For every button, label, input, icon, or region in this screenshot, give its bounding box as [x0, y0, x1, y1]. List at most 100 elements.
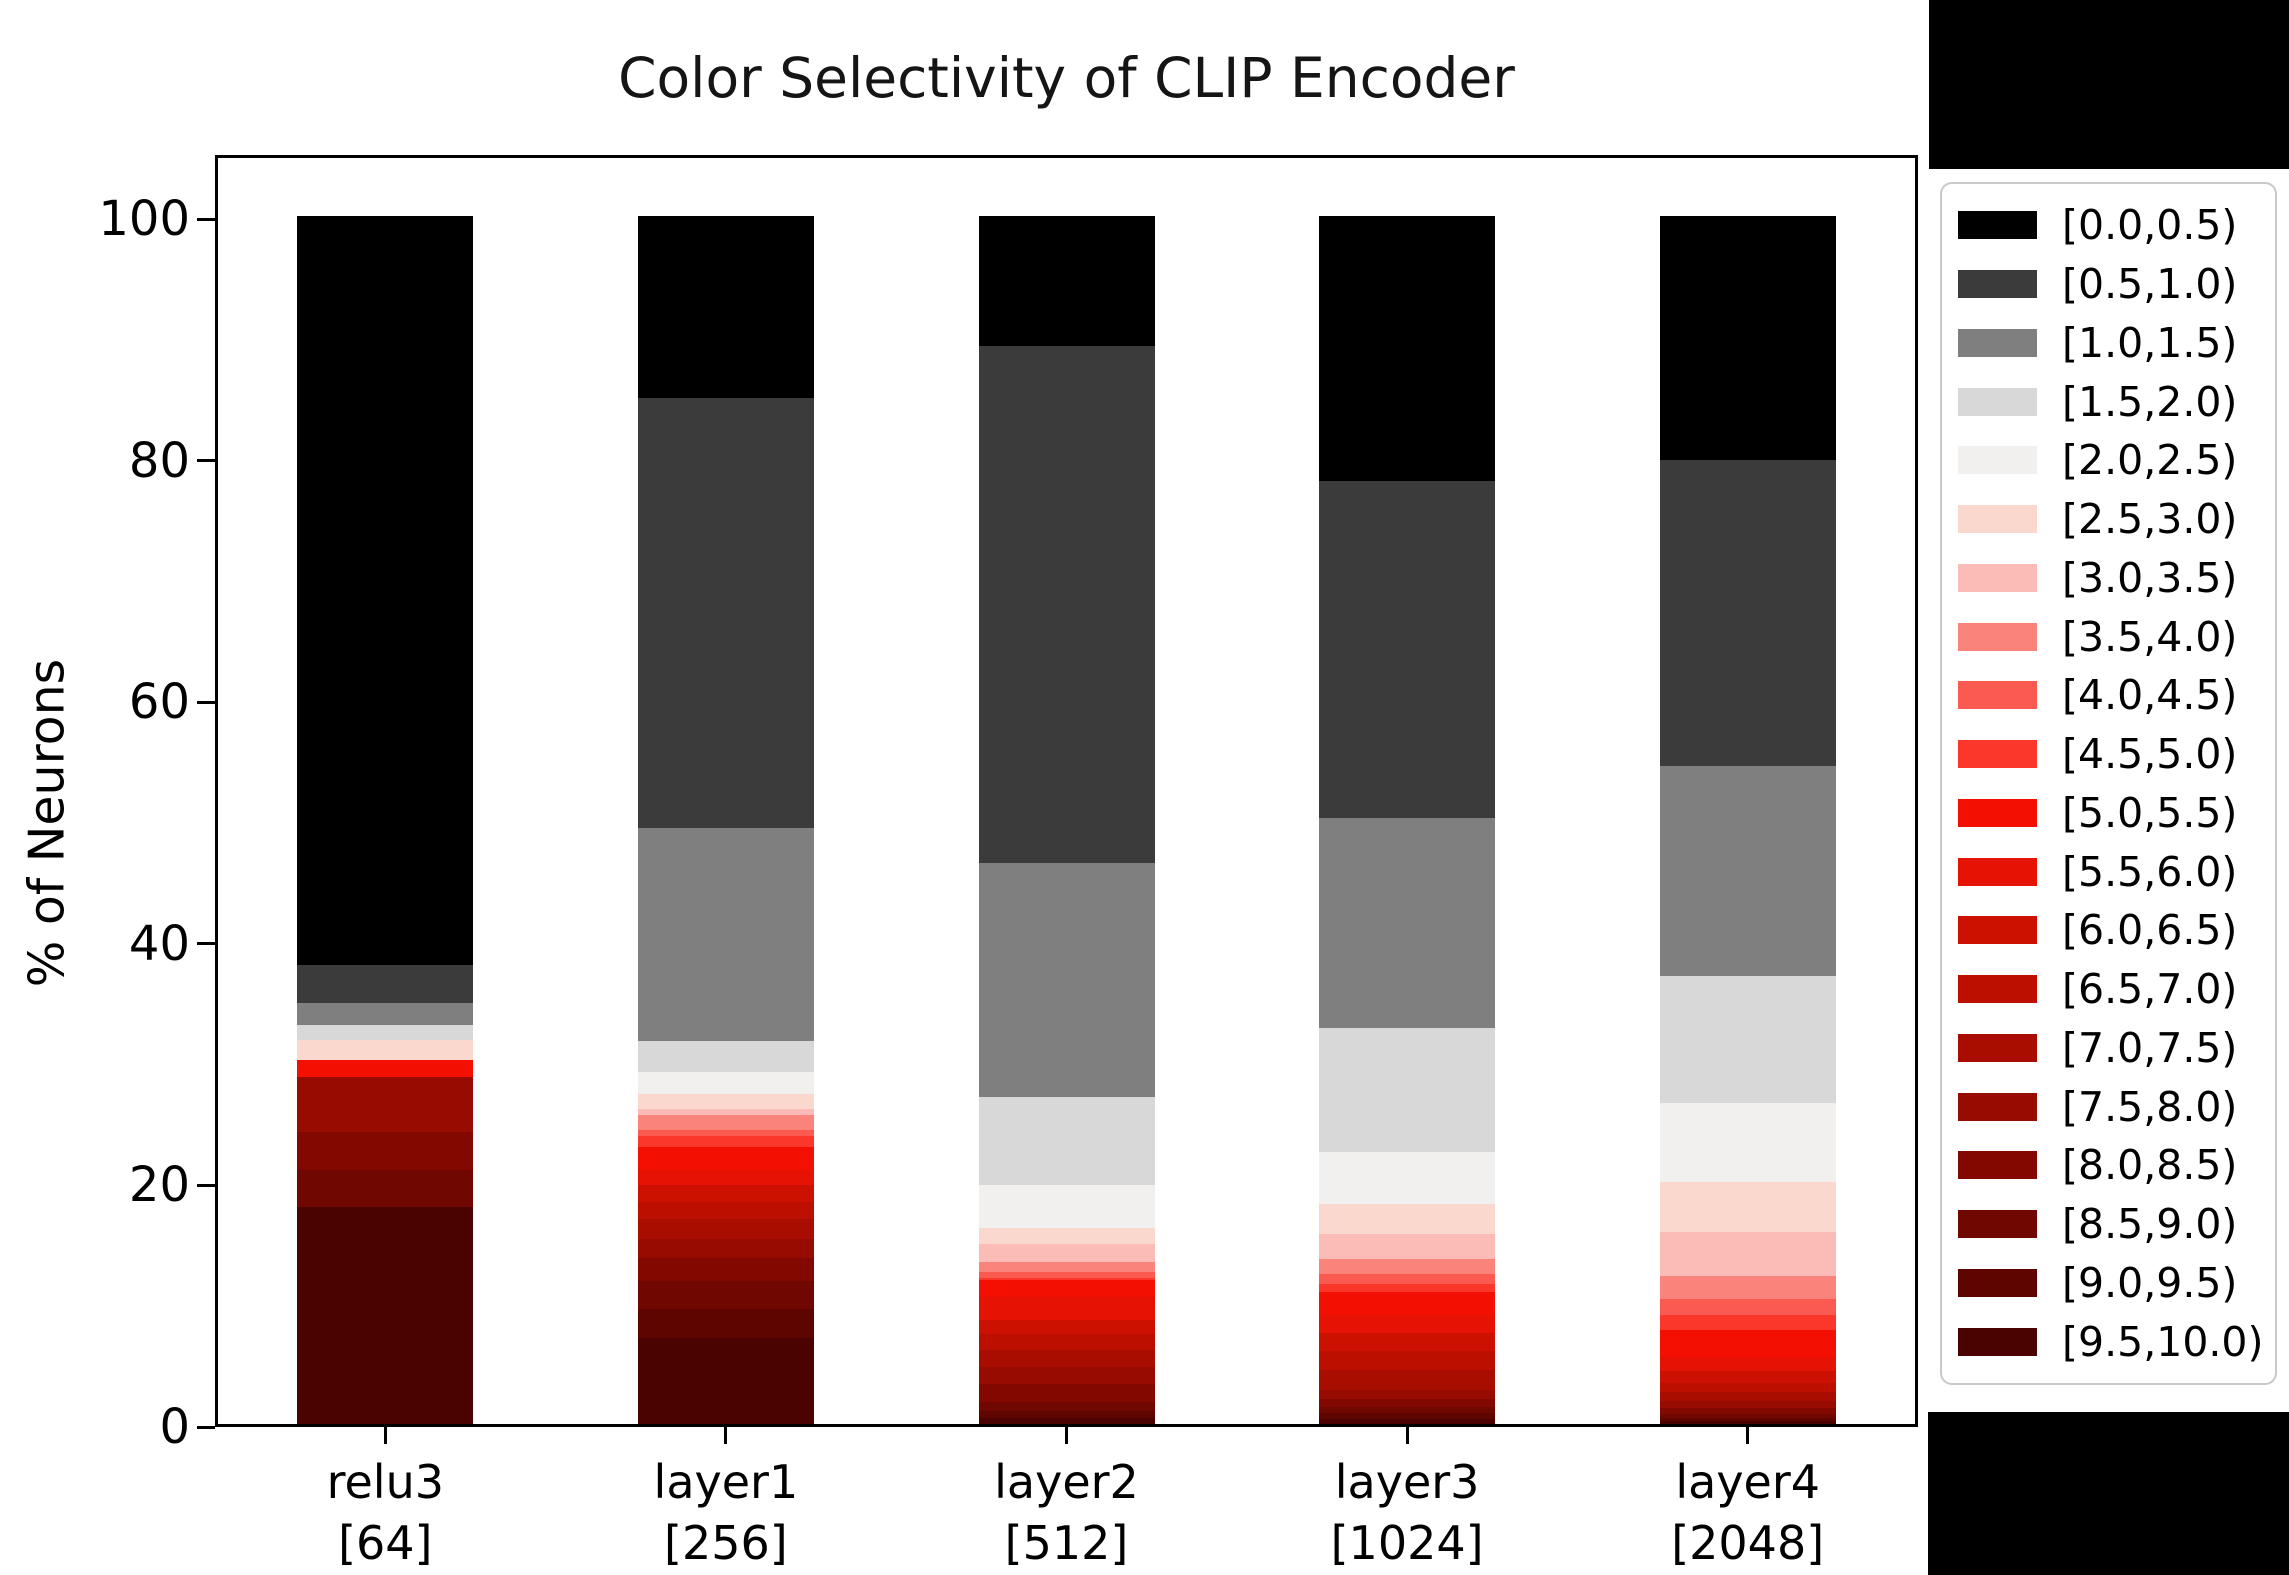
- y-tick-mark: [197, 459, 215, 463]
- legend-label: [4.0,4.5): [2062, 671, 2238, 720]
- bar-segment-[6.5,7.0): [1319, 1351, 1496, 1370]
- legend-entry: [0.5,1.0): [1958, 260, 2269, 308]
- legend-swatch: [1958, 798, 2037, 827]
- bar-segment-[2.0,2.5): [1659, 1102, 1836, 1183]
- bar-segment-[9.5,10.0): [1319, 1419, 1496, 1424]
- bar-segment-[3.5,4.0): [1319, 1259, 1496, 1275]
- stacked-bar-layer3: [1319, 216, 1496, 1424]
- bar-segment-[8.5,9.0): [978, 1402, 1155, 1411]
- x-tick-layer-name: layer4: [1675, 1455, 1821, 1509]
- legend-label: [3.0,3.5): [2062, 553, 2238, 602]
- bar-segment-[9.5,10.0): [637, 1338, 814, 1424]
- stacked-bar-layer1: [637, 216, 814, 1424]
- bar-segment-[5.5,6.0): [978, 1297, 1155, 1321]
- bar-segment-[2.0,2.5): [978, 1184, 1155, 1229]
- y-tick-label: 20: [128, 1157, 190, 1214]
- x-tick-label-layer1: layer1 [256]: [556, 1452, 896, 1573]
- bar-segment-[0.0,0.5): [1659, 216, 1836, 461]
- bar-segment-[8.5,9.0): [637, 1281, 814, 1310]
- bar-segment-[8.0,8.5): [637, 1258, 814, 1282]
- legend-label: [1.5,2.0): [2062, 377, 2238, 426]
- legend-label: [7.5,8.0): [2062, 1082, 2238, 1131]
- x-tick-layer-name: layer1: [653, 1455, 799, 1509]
- x-tick-layer-name: layer2: [994, 1455, 1139, 1509]
- legend-swatch: [1958, 505, 2037, 534]
- bar-segment-[1.5,2.0): [637, 1041, 814, 1073]
- x-tick-neuron-count: [64]: [338, 1515, 433, 1570]
- legend-swatch: [1958, 1210, 2037, 1239]
- legend-swatch: [1958, 563, 2037, 592]
- bar-segment-[5.0,5.5): [1319, 1292, 1496, 1316]
- legend-entry: [8.5,9.0): [1958, 1200, 2269, 1248]
- legend-entry: [5.0,5.5): [1958, 789, 2269, 837]
- bar-segment-[9.5,10.0): [978, 1417, 1155, 1424]
- bar-segment-[9.0,9.5): [978, 1410, 1155, 1418]
- legend-swatch: [1958, 211, 2037, 240]
- bar-segment-[2.0,2.5): [637, 1072, 814, 1095]
- bar-segment-[1.5,2.0): [297, 1025, 474, 1040]
- bar-segment-[0.0,0.5): [1319, 216, 1496, 481]
- bar-segment-[4.0,4.5): [1319, 1274, 1496, 1284]
- bar-segment-[0.5,1.0): [637, 398, 814, 829]
- legend-label: [0.0,0.5): [2062, 201, 2238, 250]
- x-tick-neuron-count: [256]: [664, 1515, 788, 1570]
- bar-segment-[1.5,2.0): [1659, 975, 1836, 1103]
- x-tick-mark: [724, 1427, 728, 1444]
- bar-segment-[2.5,3.0): [637, 1094, 814, 1109]
- legend: [0.0,0.5) [0.5,1.0) [1.0,1.5) [1.5,2.0) [2.0…: [1940, 182, 2277, 1385]
- legend-swatch: [1958, 857, 2037, 886]
- bar-segment-[0.5,1.0): [1319, 480, 1496, 818]
- bar-segment-[1.5,2.0): [1319, 1027, 1496, 1153]
- bar-segment-[8.5,9.0): [1319, 1406, 1496, 1413]
- bar-segment-[8.0,8.5): [978, 1384, 1155, 1403]
- legend-entry: [6.0,6.5): [1958, 906, 2269, 954]
- y-tick-label: 60: [128, 674, 190, 731]
- bar-segment-[6.5,7.0): [1659, 1382, 1836, 1393]
- bar-segment-[8.5,9.0): [297, 1170, 474, 1207]
- bar-segment-[2.5,3.0): [1319, 1204, 1496, 1235]
- bar-segment-[3.5,4.0): [1659, 1275, 1836, 1299]
- stacked-bar-relu3: [297, 216, 474, 1424]
- legend-label: [8.5,9.0): [2062, 1200, 2238, 1249]
- bar-segment-[6.0,6.5): [1659, 1370, 1836, 1383]
- bar-segment-[0.0,0.5): [637, 216, 814, 399]
- legend-entry: [1.5,2.0): [1958, 378, 2269, 426]
- y-tick-label: 100: [98, 191, 190, 247]
- legend-entry: [3.0,3.5): [1958, 554, 2269, 602]
- legend-entry: [7.0,7.5): [1958, 1024, 2269, 1072]
- bar-segment-[0.0,0.5): [978, 216, 1155, 347]
- legend-label: [6.0,6.5): [2062, 906, 2238, 955]
- bar-segment-[6.0,6.5): [637, 1184, 814, 1202]
- x-tick-mark: [1065, 1427, 1068, 1444]
- legend-swatch: [1958, 387, 2037, 416]
- legend-swatch: [1958, 975, 2037, 1004]
- y-tick-label: 40: [128, 915, 190, 972]
- legend-swatch: [1958, 270, 2037, 299]
- screen-artifact-bottom-right: [1928, 1412, 2289, 1575]
- bar-segment-[1.0,1.5): [297, 1003, 474, 1026]
- y-tick-label: 0: [159, 1399, 190, 1455]
- y-tick-mark: [197, 217, 215, 221]
- bar-segment-[1.0,1.5): [978, 863, 1155, 1097]
- bar-segment-[7.5,8.0): [637, 1239, 814, 1259]
- legend-entry: [3.5,4.0): [1958, 613, 2269, 661]
- bar-segment-[3.0,3.5): [978, 1243, 1155, 1263]
- bar-segment-[0.5,1.0): [297, 964, 474, 1003]
- legend-label: [3.5,4.0): [2062, 612, 2238, 661]
- bar-segment-[5.5,6.0): [1319, 1315, 1496, 1334]
- x-tick-neuron-count: [1024]: [1330, 1515, 1484, 1570]
- bar-segment-[4.0,4.5): [1659, 1298, 1836, 1316]
- legend-entry: [4.0,4.5): [1958, 671, 2269, 719]
- bar-segment-[6.5,7.0): [978, 1333, 1155, 1351]
- y-tick-mark: [197, 1425, 215, 1429]
- bar-segment-[9.5,10.0): [1659, 1421, 1836, 1424]
- x-tick-mark: [383, 1427, 387, 1444]
- bar-segment-[5.0,5.5): [978, 1280, 1155, 1298]
- x-tick-label-layer2: layer2 [512]: [897, 1452, 1237, 1573]
- bar-segment-[4.0,4.5): [978, 1271, 1155, 1278]
- legend-label: [2.0,2.5): [2062, 436, 2238, 485]
- x-tick-label-layer4: layer4 [2048]: [1578, 1452, 1918, 1573]
- bar-segment-[2.5,3.0): [1659, 1182, 1836, 1232]
- stacked-bar-layer4: [1659, 216, 1836, 1424]
